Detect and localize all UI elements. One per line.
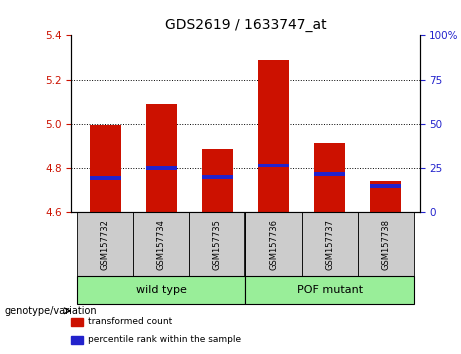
Bar bbox=[245, 276, 414, 304]
Bar bbox=[189, 212, 245, 276]
Bar bbox=[314, 143, 345, 212]
Text: GSM157738: GSM157738 bbox=[381, 219, 390, 270]
Bar bbox=[245, 212, 301, 276]
Title: GDS2619 / 1633747_at: GDS2619 / 1633747_at bbox=[165, 18, 326, 32]
Bar bbox=[358, 212, 414, 276]
Bar bbox=[133, 212, 189, 276]
Bar bbox=[202, 149, 233, 212]
Bar bbox=[258, 60, 289, 212]
Text: genotype/variation: genotype/variation bbox=[5, 306, 97, 316]
Text: wild type: wild type bbox=[136, 285, 187, 295]
Bar bbox=[370, 181, 401, 212]
Text: GSM157734: GSM157734 bbox=[157, 219, 166, 270]
Bar bbox=[258, 164, 289, 167]
Bar bbox=[314, 172, 345, 176]
Bar bbox=[146, 104, 177, 212]
Bar bbox=[146, 166, 177, 170]
Text: percentile rank within the sample: percentile rank within the sample bbox=[88, 335, 241, 344]
Text: GSM157732: GSM157732 bbox=[100, 219, 110, 270]
Bar bbox=[71, 336, 83, 343]
Bar bbox=[301, 212, 358, 276]
Bar bbox=[71, 318, 83, 326]
Bar bbox=[77, 212, 133, 276]
Bar bbox=[370, 184, 401, 188]
Bar bbox=[90, 125, 121, 212]
Text: POF mutant: POF mutant bbox=[296, 285, 363, 295]
Text: GSM157736: GSM157736 bbox=[269, 219, 278, 270]
Text: GSM157737: GSM157737 bbox=[325, 219, 334, 270]
Text: transformed count: transformed count bbox=[88, 317, 172, 326]
Bar bbox=[202, 175, 233, 178]
Bar bbox=[90, 176, 121, 180]
Text: GSM157735: GSM157735 bbox=[213, 219, 222, 270]
Bar bbox=[77, 276, 246, 304]
